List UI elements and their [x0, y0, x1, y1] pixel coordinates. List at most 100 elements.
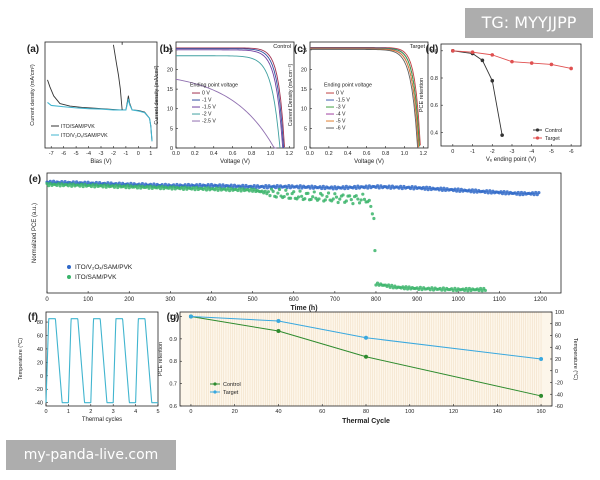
panel-b-legend-5: -2.5 V	[202, 119, 216, 125]
panel-e-point	[325, 194, 329, 199]
panel-e-point	[298, 189, 302, 193]
panel-e-xtick-label: 200	[124, 297, 135, 303]
panel-e-point	[56, 182, 61, 186]
panel-d-xtick-label: -6	[569, 149, 574, 155]
panel-e-point	[71, 180, 75, 184]
panel-e-point	[470, 188, 475, 192]
panel-b-ytick-label: 25	[167, 48, 173, 54]
panel-c-ylabel: Current Density (mA cm⁻²)	[288, 63, 294, 126]
panel-e-point	[373, 248, 377, 253]
panel-b-label: (b)	[160, 44, 173, 55]
panel-g-xtick-label: 140	[493, 409, 502, 415]
panel-e-xtick-label: 900	[412, 297, 423, 303]
panel-e-point	[418, 285, 422, 289]
panel-c-series-3	[310, 47, 420, 147]
panel-e-point	[269, 187, 274, 191]
panel-d-legend-marker	[535, 136, 540, 140]
panel-e-point	[274, 195, 278, 199]
panel-e-xtick-label: 1200	[534, 297, 548, 303]
panel-e-point	[357, 201, 362, 205]
panel-e-point	[149, 184, 153, 188]
panel-f-label: (f)	[28, 312, 38, 323]
panel-e-point	[331, 197, 335, 201]
panel-e-legend-1: ITO/V₂Oₓ/SAM/PVK	[75, 264, 133, 271]
panel-g-point	[539, 393, 544, 398]
panel-g-y2tick-label: 20	[555, 357, 561, 363]
panel-e-point	[303, 197, 307, 201]
panel-g-xlabel: Thermal Cycle	[342, 418, 390, 425]
panel-d-ytick-label: 0.8	[430, 76, 438, 82]
panel-g-legend-marker	[213, 390, 217, 394]
panel-e-point	[292, 190, 296, 194]
panel-e-point	[117, 181, 121, 185]
panel-c-xtick-label: 0.2	[325, 151, 333, 157]
panel-e-point	[372, 216, 376, 221]
panel-d-ytick-label: 0.6	[430, 103, 438, 109]
panel-e-frame	[46, 172, 562, 294]
panel-c-legend-2: -1.5 V	[336, 98, 350, 104]
panel-e-point	[193, 188, 197, 192]
panel-e-point	[249, 187, 253, 191]
panel-b-series-1	[176, 47, 285, 148]
panel-b-series-4	[176, 55, 281, 149]
panel-g-point	[364, 354, 368, 359]
panel-e-point	[306, 191, 310, 195]
panel-e-point	[369, 204, 373, 209]
panel-d-xtick-label: 0	[451, 149, 454, 155]
panel-f-ytick-label: 0	[40, 374, 43, 380]
panel-e-point	[336, 200, 340, 205]
panel-d-xlabel: Vₑ ending point (V)	[486, 157, 536, 163]
panel-e-point	[343, 187, 347, 191]
panel-e-point	[464, 286, 468, 291]
panel-e-point	[333, 192, 337, 196]
panel-e-xtick-label: 400	[206, 297, 217, 303]
panel-d-xtick-label: -2	[490, 149, 495, 155]
panel-g-legend-1: Control	[223, 382, 241, 388]
panel-c-ytick-label: 25	[301, 48, 307, 54]
panel-e-point	[331, 187, 335, 191]
panel-d-point	[500, 133, 504, 137]
panel-e-point	[298, 184, 302, 188]
panel-e-point	[312, 190, 316, 194]
panel-c-ytick-label: 0	[304, 146, 307, 152]
panel-e-point	[518, 193, 522, 197]
panel-e-point	[376, 184, 380, 188]
panel-b-xtick-label: 0.6	[229, 151, 237, 157]
panel-e-point	[288, 196, 293, 200]
panel-e-point	[129, 181, 133, 185]
panel-e-point	[453, 286, 457, 290]
panel-f-ytick-label: 80	[37, 320, 43, 326]
panel-f-xtick-label: 1	[67, 409, 70, 415]
panel-d-point	[510, 59, 514, 64]
panel-e-point	[387, 184, 391, 188]
panel-c-legend-title: Ending point voltage	[324, 83, 372, 89]
panel-e-point	[478, 286, 483, 291]
panel-d-legend-2: Target	[545, 136, 560, 142]
panel-e-point	[456, 187, 460, 191]
panel-c-ytick-label: 20	[301, 67, 307, 73]
panel-e-point	[359, 198, 363, 202]
panel-d-ylabel: PCE retention	[419, 78, 425, 112]
panel-b-ylabel: Current density (mA/cm²)	[154, 65, 160, 124]
panel-d-point	[569, 66, 573, 71]
panel-e-point	[241, 183, 245, 187]
panel-a-series-2	[47, 98, 153, 142]
panel-e-point	[309, 197, 313, 202]
panel-e-xtick-label: 1100	[493, 297, 507, 303]
panel-d-ytick-label: 1.0	[430, 49, 438, 55]
panel-e-ylabel: Normalized PCE (a.u.)	[32, 203, 38, 263]
panel-c-xtick-label: 0.8	[382, 151, 390, 157]
panel-e-xtick-label: 500	[248, 297, 259, 303]
panel-e-point	[404, 285, 408, 289]
panel-g-ytick-label: 0.6	[169, 404, 177, 410]
panel-b-ytick-label: 0	[170, 146, 173, 152]
panel-e-point	[152, 182, 156, 186]
watermark-top: TG: MYYJJPP	[465, 8, 593, 38]
panel-c-xtick-label: 0.6	[363, 151, 371, 157]
panel-b-ytick-label: 15	[167, 87, 173, 93]
panel-e-point	[356, 197, 360, 201]
panel-e-xlabel: Time (h)	[290, 305, 317, 312]
panel-e-point	[375, 281, 380, 285]
panel-a-xtick-label: -3	[99, 151, 104, 157]
panel-c-series-4	[310, 48, 419, 148]
